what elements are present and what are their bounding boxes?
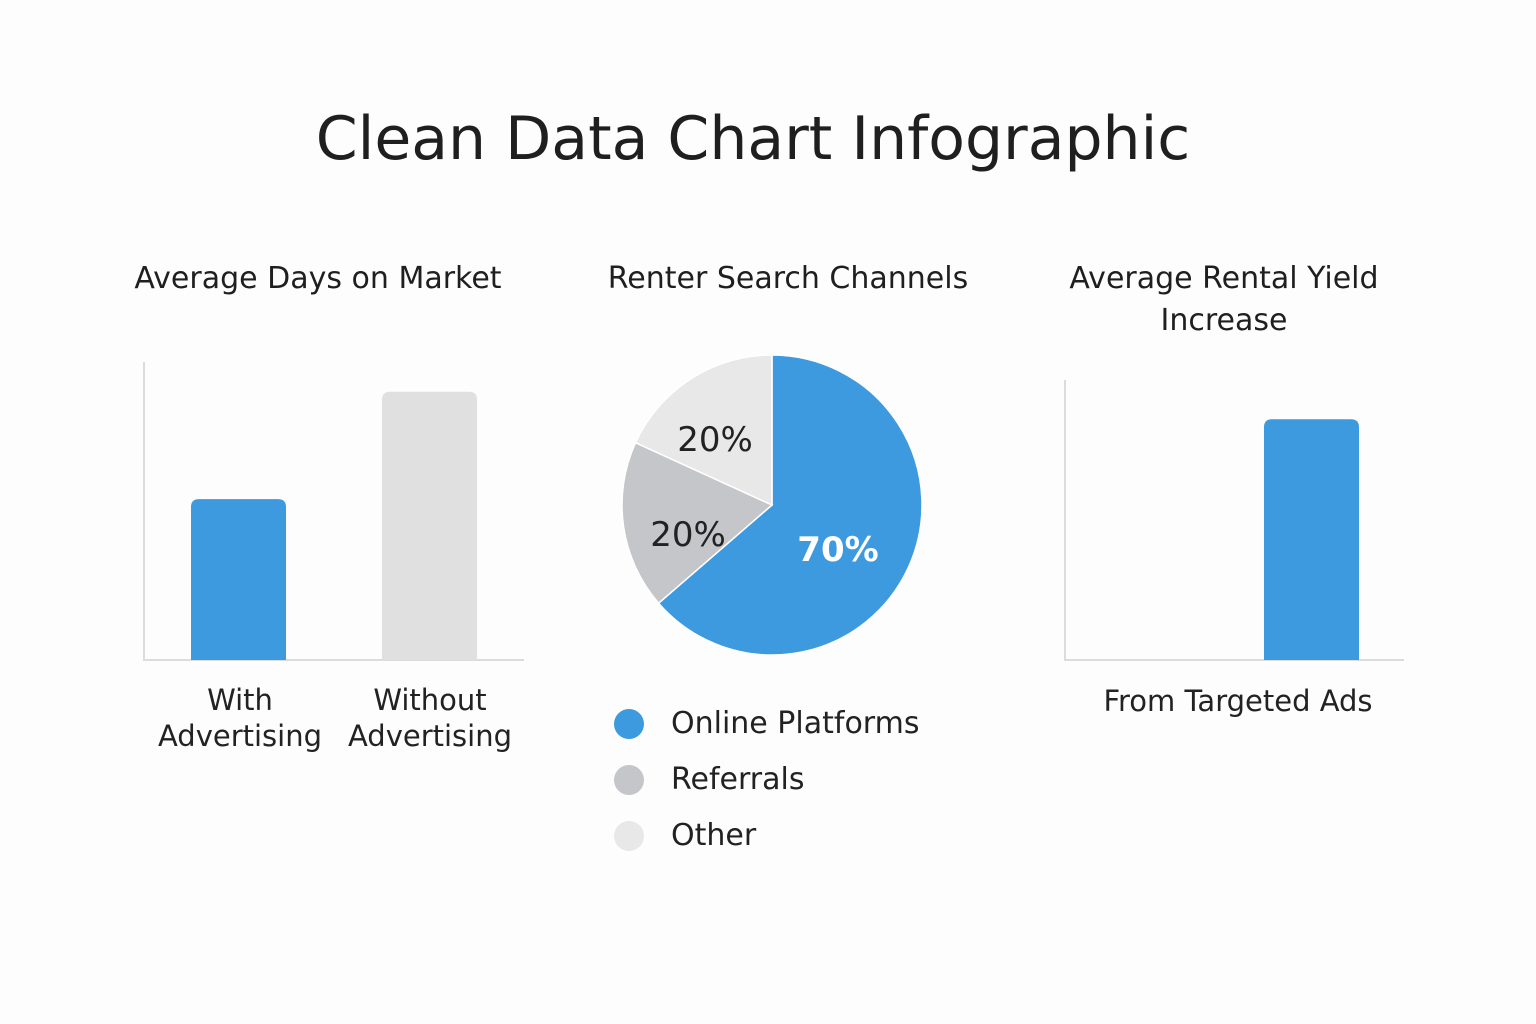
label-line: Advertising — [157, 719, 323, 753]
pie-slice-other — [634, 354, 773, 507]
pie-value-label: 20% — [677, 420, 753, 460]
label-line: Without — [373, 683, 487, 717]
bar-from-targeted-ads — [1264, 419, 1359, 660]
legend-swatch — [614, 708, 644, 739]
legend-swatch — [614, 764, 644, 795]
pie-value-label: 70% — [797, 530, 878, 570]
bar-without-advertising — [382, 391, 477, 660]
pie-slice-online-platforms — [657, 354, 923, 656]
chart1-title: Average Days on Market — [134, 261, 502, 296]
legend-label: Other — [671, 818, 757, 853]
bar3-category-label: From Targeted Ads — [1103, 684, 1373, 718]
legend-label: Online Platforms — [671, 706, 920, 741]
pie-slice-referrals — [621, 441, 774, 605]
chart3-title-line: Average Rental Yield — [1069, 261, 1379, 296]
page-title: Clean Data Chart Infographic — [315, 104, 1191, 174]
bar-with-advertising — [191, 499, 286, 660]
legend-swatch — [614, 820, 644, 851]
label-line: With — [207, 683, 273, 717]
pie-value-label: 20% — [650, 515, 726, 555]
chart2-title: Renter Search Channels — [607, 261, 969, 296]
label-line: Advertising — [347, 719, 513, 753]
chart3-title-line: Increase — [1160, 303, 1288, 338]
legend-item-other: Other — [614, 818, 756, 853]
chart3-title: Average Rental Yield Increase — [1024, 258, 1424, 342]
bar2-category-label: Without Advertising — [320, 682, 540, 754]
bar1-category-label: With Advertising — [140, 682, 340, 754]
legend-item-online-platforms: Online Platforms — [614, 706, 919, 741]
legend-item-referrals: Referrals — [614, 762, 804, 797]
legend-label: Referrals — [671, 762, 805, 797]
